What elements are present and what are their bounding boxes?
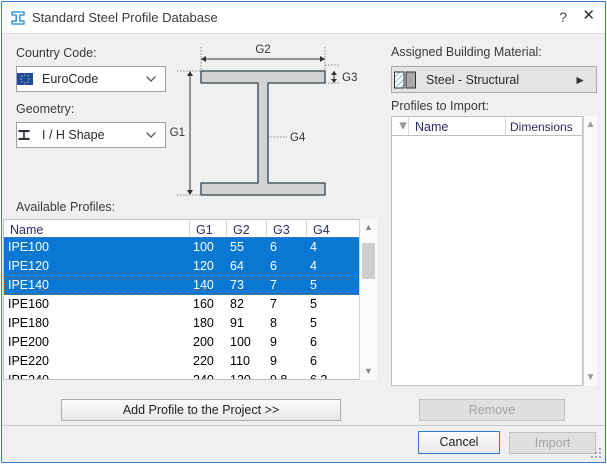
svg-text:G1: G1 xyxy=(170,127,185,139)
svg-text:G4: G4 xyxy=(290,132,306,144)
svg-text:G3: G3 xyxy=(342,72,357,84)
svg-text:G2: G2 xyxy=(255,44,270,56)
